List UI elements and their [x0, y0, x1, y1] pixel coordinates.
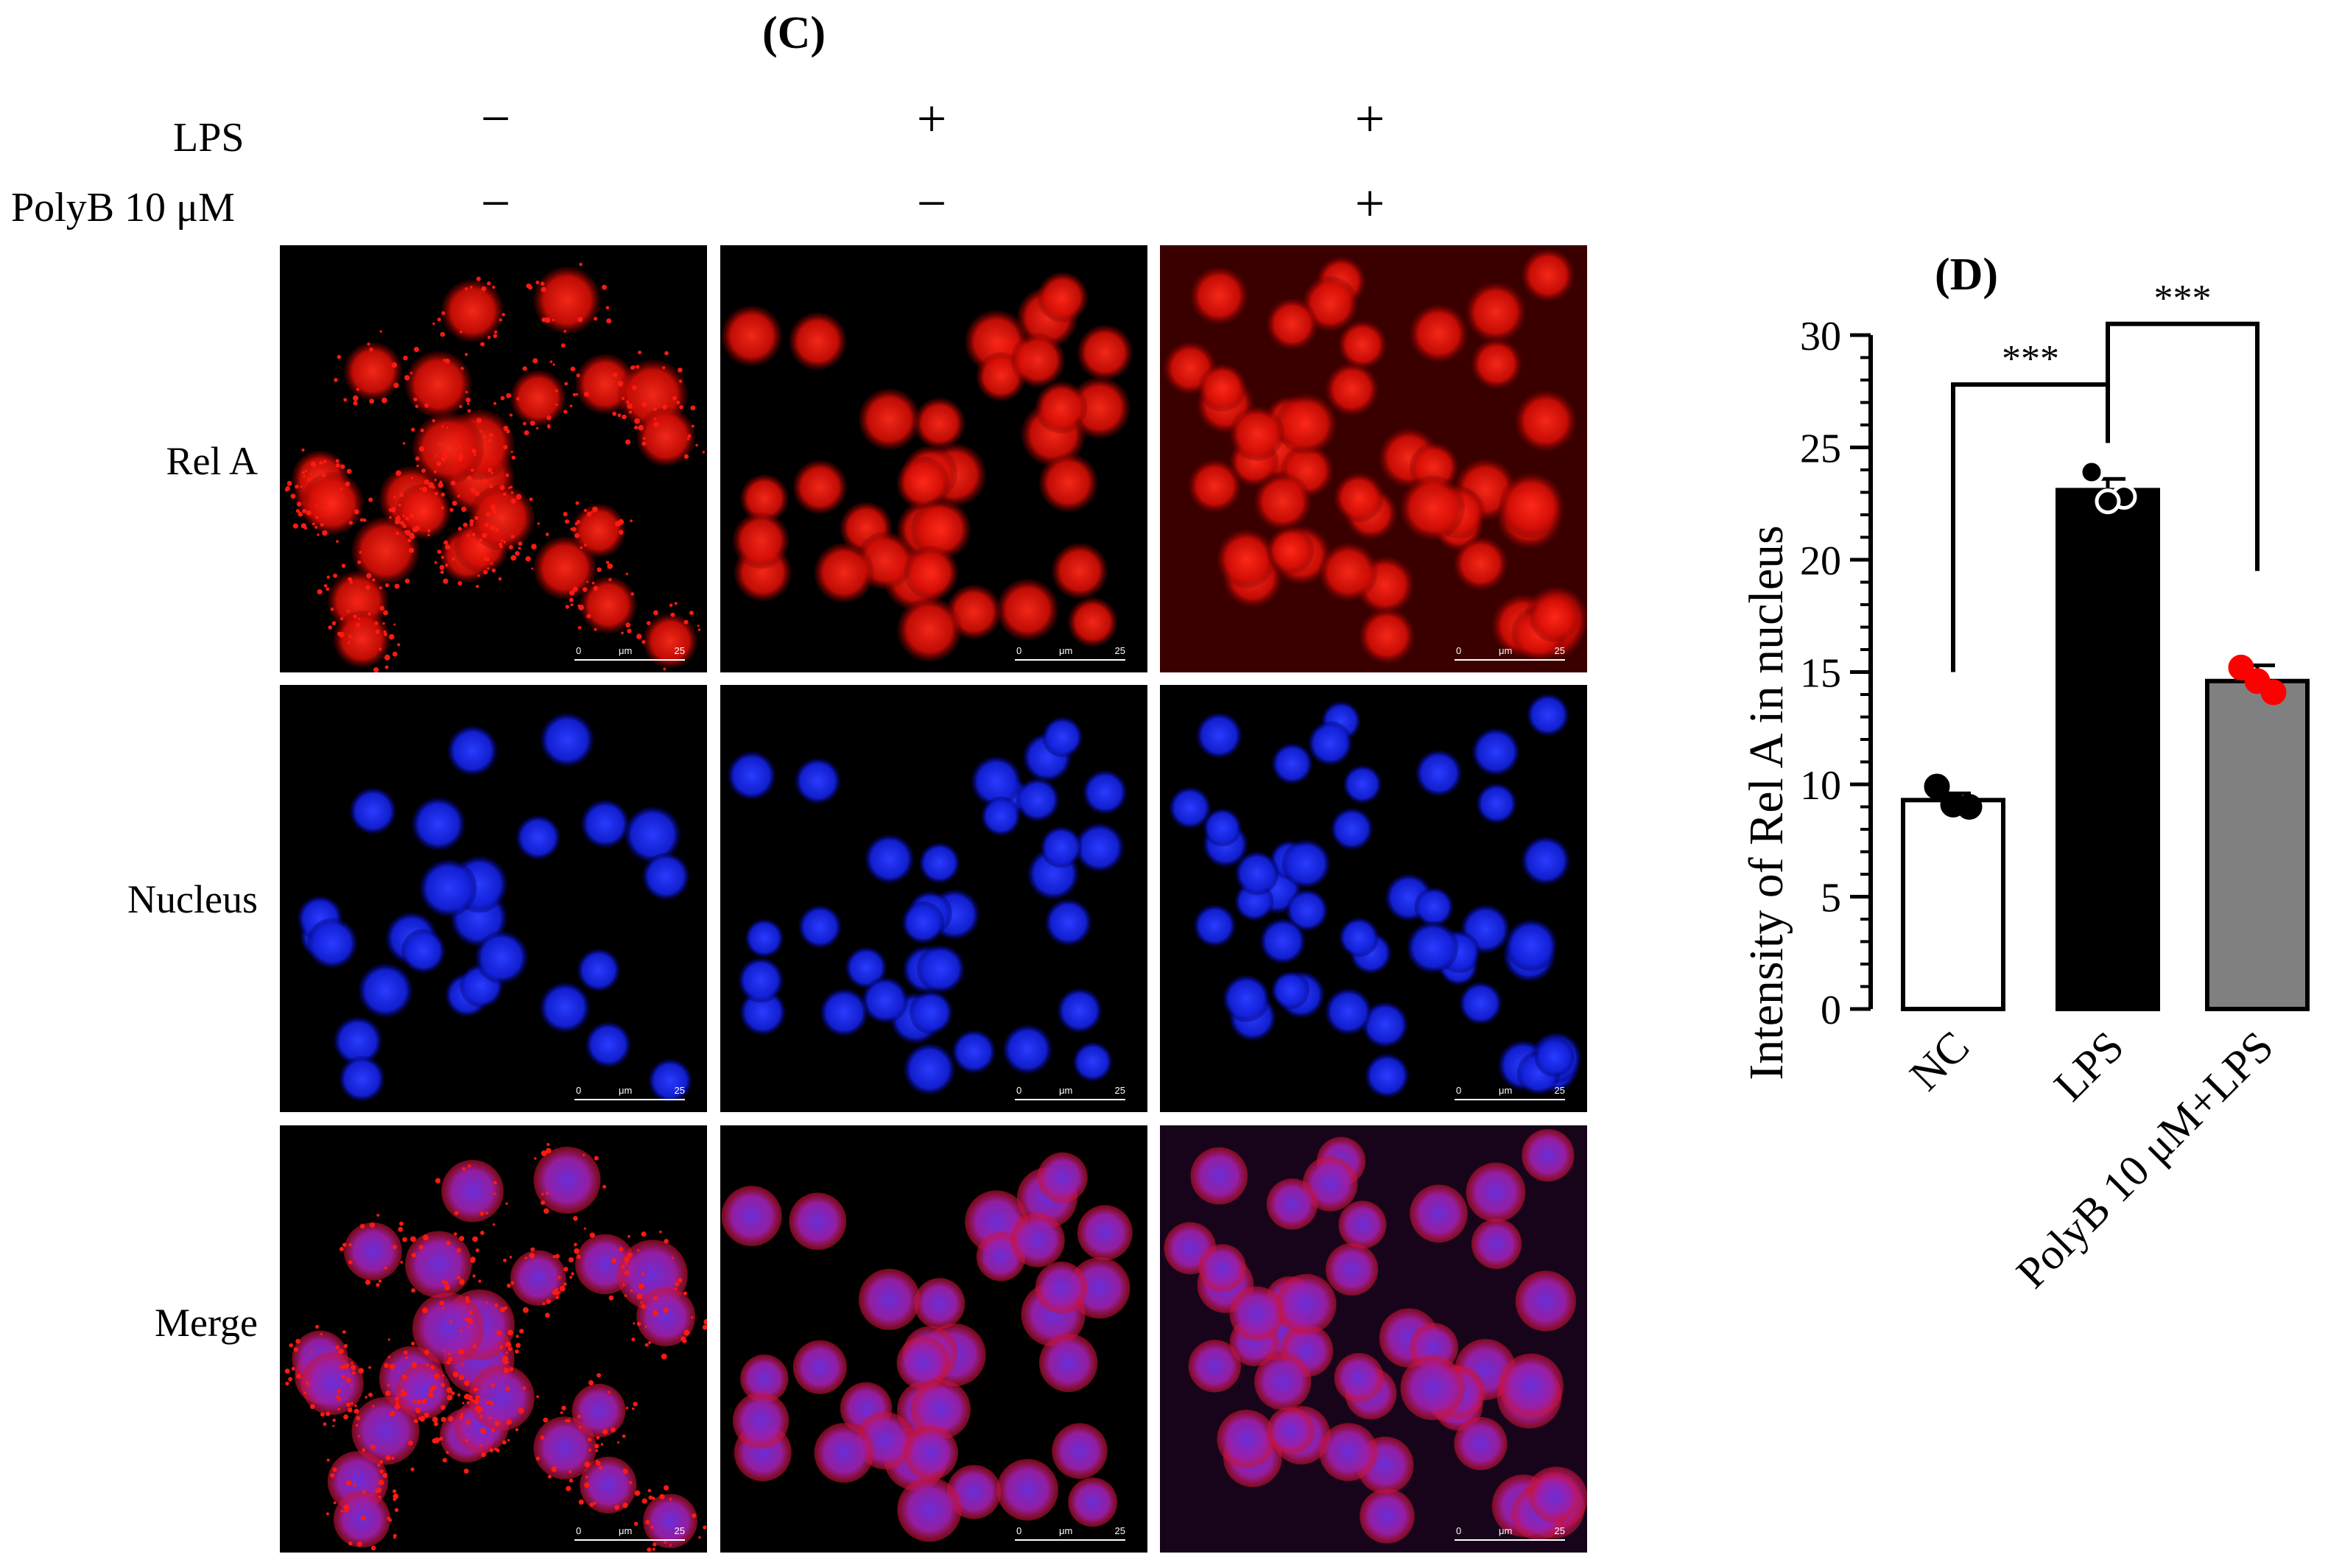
bar-2 — [2205, 678, 2310, 1011]
panel-d-label: (D) — [1935, 258, 1998, 300]
scale-bar-text: μm — [619, 1085, 633, 1096]
polyb-sign-col2: − — [916, 174, 947, 233]
scale-bar-text: 25 — [674, 645, 685, 656]
data-point — [2078, 459, 2105, 485]
data-point — [2244, 668, 2271, 695]
bar-1 — [2056, 488, 2160, 1011]
row-label-rel-a: Rel A — [166, 439, 258, 483]
scale-bar-text: 25 — [674, 1525, 685, 1536]
scale-bar-text: 25 — [1554, 645, 1565, 656]
scale-bar-text: 0 — [576, 1085, 582, 1096]
data-point — [2228, 654, 2254, 681]
scale-bar-text: 25 — [674, 1085, 685, 1096]
scale-bar: 0 μm 25 — [574, 1514, 685, 1544]
data-point — [1924, 773, 1950, 800]
micrograph-red-col3: 0 μm 25 — [1160, 245, 1587, 672]
scale-bar-text: 25 — [1554, 1525, 1565, 1536]
scale-bar-text: μm — [619, 1525, 633, 1536]
scale-bar: 0 μm 25 — [574, 634, 685, 664]
polyb-sign-col3: + — [1354, 174, 1385, 233]
panel-c-label: (C) — [762, 8, 826, 58]
data-point — [1940, 791, 1966, 818]
polyb-sign-col1: − — [480, 174, 511, 233]
scale-bar-text: μm — [619, 645, 633, 656]
micrograph-blue-col1: 0 μm 25 — [280, 685, 707, 1112]
scale-bar-text: 0 — [1016, 1525, 1022, 1536]
significance-bracket — [2106, 321, 2260, 572]
y-tick-label: 0 — [1821, 988, 1841, 1033]
treatment-label-polyb: PolyB 10 μM — [11, 185, 235, 231]
bar-0 — [1901, 798, 2005, 1011]
x-tick-label: NC — [1901, 1022, 1979, 1100]
micrograph-merge-col2: 0 μm 25 — [720, 1125, 1147, 1553]
y-tick-label: 15 — [1800, 651, 1841, 697]
scale-bar: 0 μm 25 — [1015, 1074, 1125, 1103]
micrograph-blue-col3: 0 μm 25 — [1160, 685, 1587, 1112]
scale-bar-text: μm — [1499, 1085, 1513, 1096]
scale-bar-text: 0 — [576, 1525, 582, 1536]
scale-bar-text: μm — [1499, 645, 1513, 656]
scale-bar-text: 0 — [576, 645, 582, 656]
lps-sign-col2: + — [916, 89, 947, 148]
y-axis-label: Intensity of Rel A in nucleus — [1740, 525, 1793, 1080]
y-tick-label: 10 — [1800, 763, 1841, 809]
bar-chart: (D) Intensity of Rel A in nucleus 0 5 10 15… — [1740, 258, 2310, 1298]
row-label-nucleus: Nucleus — [127, 877, 258, 921]
scale-bar-text: μm — [1059, 1085, 1073, 1096]
x-tick-label: LPS — [2044, 1022, 2133, 1111]
data-point — [2095, 488, 2121, 515]
treatment-label-lps: LPS — [173, 115, 245, 161]
scale-bar-text: 0 — [1016, 1085, 1022, 1096]
significance-label: *** — [2002, 338, 2059, 380]
y-tick-label: 30 — [1800, 314, 1841, 359]
micrograph-red-col1: 0 μm 25 — [280, 245, 707, 672]
y-tick-label: 20 — [1800, 538, 1841, 584]
micrograph-merge-col3: 0 μm 25 — [1160, 1125, 1587, 1553]
scale-bar-text: 0 — [1456, 1085, 1462, 1096]
scale-bar-text: μm — [1499, 1525, 1513, 1536]
micrograph-blue-col2: 0 μm 25 — [720, 685, 1147, 1112]
scale-bar-text: 25 — [1114, 645, 1125, 656]
y-tick-label: 5 — [1821, 876, 1841, 921]
scale-bar: 0 μm 25 — [1015, 1514, 1125, 1544]
lps-sign-col3: + — [1354, 89, 1385, 148]
scale-bar-text: μm — [1059, 645, 1073, 656]
scale-bar: 0 μm 25 — [1015, 634, 1125, 664]
y-tick-label: 25 — [1800, 426, 1841, 472]
scale-bar: 0 μm 25 — [574, 1074, 685, 1103]
scale-bar-text: 0 — [1456, 1525, 1462, 1536]
scale-bar-text: 0 — [1016, 645, 1022, 656]
scale-bar-text: 0 — [1456, 645, 1462, 656]
lps-sign-col1: − — [480, 89, 511, 148]
scale-bar-text: 25 — [1114, 1085, 1125, 1096]
scale-bar-text: μm — [1059, 1525, 1073, 1536]
row-label-merge: Merge — [155, 1301, 258, 1345]
scale-bar: 0 μm 25 — [1455, 1074, 1565, 1103]
significance-label: *** — [2154, 278, 2212, 320]
scale-bar-text: 25 — [1554, 1085, 1565, 1096]
scale-bar-text: 25 — [1114, 1525, 1125, 1536]
scale-bar: 0 μm 25 — [1455, 634, 1565, 664]
x-tick-label: PolyB 10 μM+LPS — [2007, 1022, 2282, 1298]
micrograph-red-col2: 0 μm 25 — [720, 245, 1147, 672]
scale-bar: 0 μm 25 — [1455, 1514, 1565, 1544]
micrograph-merge-col1: 0 μm 25 — [280, 1125, 707, 1553]
